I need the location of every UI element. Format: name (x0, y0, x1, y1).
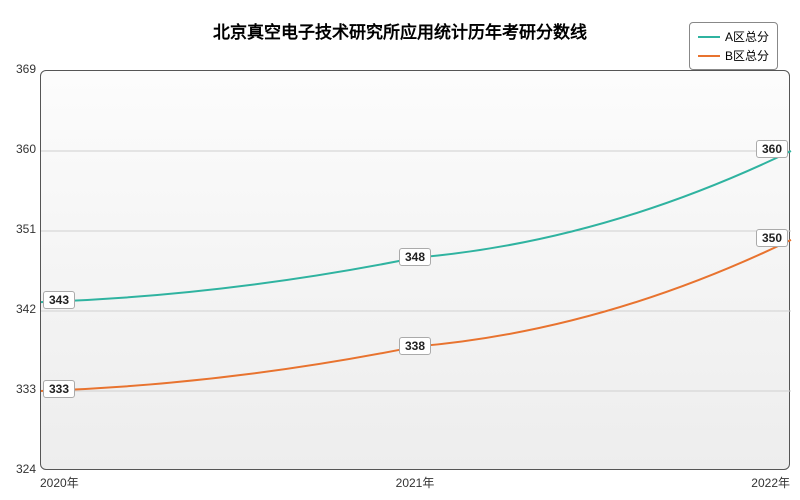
y-tick-label: 324 (6, 462, 36, 476)
y-tick-label: 360 (6, 142, 36, 156)
data-point-label: 350 (756, 229, 788, 247)
legend: A区总分 B区总分 (689, 22, 778, 70)
y-tick-label: 369 (6, 62, 36, 76)
data-point-label: 343 (43, 291, 75, 309)
series-lines (41, 151, 791, 391)
y-tick-label: 333 (6, 382, 36, 396)
x-tick-label: 2021年 (390, 474, 440, 491)
gridlines (41, 151, 791, 391)
plot-area (40, 70, 790, 470)
legend-label-b: B区总分 (725, 47, 769, 64)
legend-swatch-b (698, 55, 720, 57)
series-line (41, 151, 791, 302)
legend-swatch-a (698, 36, 720, 38)
legend-label-a: A区总分 (725, 28, 769, 45)
data-point-label: 360 (756, 140, 788, 158)
legend-item-a: A区总分 (698, 27, 769, 46)
chart-title: 北京真空电子技术研究所应用统计历年考研分数线 (213, 18, 587, 43)
y-tick-label: 342 (6, 302, 36, 316)
legend-item-b: B区总分 (698, 46, 769, 65)
y-tick-label: 351 (6, 222, 36, 236)
plot-svg (41, 71, 789, 469)
data-point-label: 348 (399, 248, 431, 266)
x-tick-label: 2022年 (740, 474, 790, 491)
data-point-label: 333 (43, 380, 75, 398)
data-point-label: 338 (399, 337, 431, 355)
chart-container: 北京真空电子技术研究所应用统计历年考研分数线 A区总分 B区总分 324 333 3… (0, 0, 800, 500)
x-tick-label: 2020年 (40, 474, 90, 491)
